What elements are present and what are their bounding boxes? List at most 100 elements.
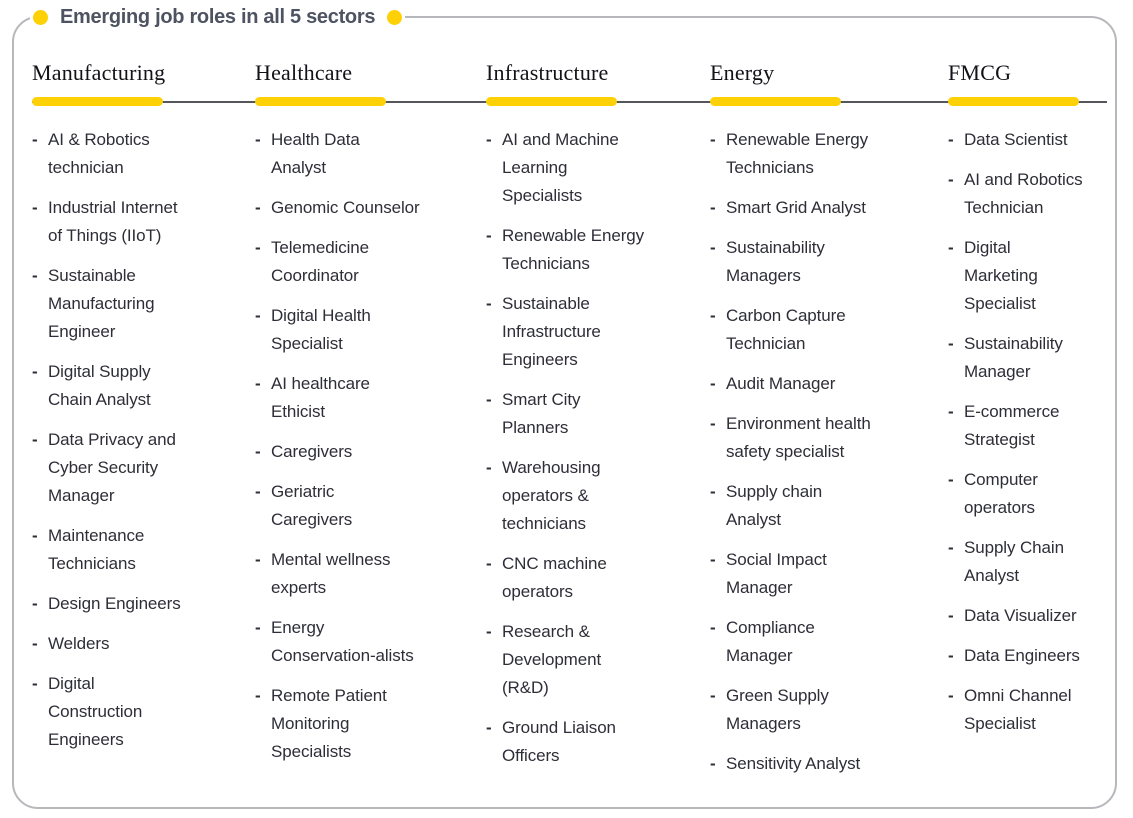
sector-column-energy: - Renewable Energy Technicians - Smart Grid… (710, 126, 948, 790)
dash-bullet-icon: - (32, 526, 38, 545)
sector-header-energy: Energy (710, 60, 948, 112)
role-label: Social Impact Manager (726, 550, 827, 597)
dash-bullet-icon: - (32, 594, 38, 613)
role-item: - Social Impact Manager (710, 546, 948, 602)
role-label: Renewable Energy Technicians (502, 226, 645, 273)
role-label: Telemedicine Coordinator (271, 238, 370, 285)
role-item: - Data Visualizer (948, 602, 1113, 630)
sector-header-label: Energy (710, 60, 775, 85)
sector-header-fmcg: FMCG (948, 60, 1115, 112)
yellow-underline-bar (948, 97, 1079, 106)
sector-header-healthcare: Healthcare (255, 60, 486, 112)
dash-bullet-icon: - (948, 606, 954, 625)
dash-bullet-icon: - (32, 362, 38, 381)
sector-column-healthcare: - Health Data Analyst - Genomic Counselor - T… (255, 126, 486, 778)
yellow-dot-right-icon (387, 9, 403, 25)
dash-bullet-icon: - (710, 550, 716, 569)
role-label: Data Privacy and Cyber Security Manager (48, 430, 176, 505)
role-label: Environment health safety specialist (726, 414, 871, 461)
dash-bullet-icon: - (255, 374, 261, 393)
dash-bullet-icon: - (486, 130, 492, 149)
role-label: Sustainability Managers (726, 238, 825, 285)
role-label: Supply Chain Analyst (964, 538, 1064, 585)
role-item: - AI healthcare Ethicist (255, 370, 486, 426)
role-label: AI & Robotics technician (48, 130, 150, 177)
sector-header-label: Manufacturing (32, 60, 166, 85)
role-item: - Design Engineers (32, 590, 255, 618)
role-label: Sustainable Infrastructure Engineers (502, 294, 601, 369)
sector-header-manufacturing: Manufacturing (32, 60, 255, 112)
role-item: - Green Supply Managers (710, 682, 948, 738)
sector-header-label: Infrastructure (486, 60, 609, 85)
dash-bullet-icon: - (32, 198, 38, 217)
role-item: - Data Engineers (948, 642, 1113, 670)
role-label: Remote Patient Monitoring Specialists (271, 686, 387, 761)
role-item: - AI and Machine Learning Specialists (486, 126, 710, 210)
dash-bullet-icon: - (32, 634, 38, 653)
role-label: Compliance Manager (726, 618, 815, 665)
role-label: Health Data Analyst (271, 130, 360, 177)
role-label: Omni Channel Specialist (964, 686, 1072, 733)
role-label: Research & Development (R&D) (502, 622, 602, 697)
dash-bullet-icon: - (255, 238, 261, 257)
dash-bullet-icon: - (486, 294, 492, 313)
role-label: Sustainability Manager (964, 334, 1063, 381)
role-item: - Audit Manager (710, 370, 948, 398)
yellow-underline-bar (255, 97, 386, 106)
role-label: Data Engineers (964, 646, 1080, 665)
role-label: Sensitivity Analyst (726, 754, 861, 773)
role-label: AI and Robotics Technician (964, 170, 1083, 217)
dash-bullet-icon: - (486, 226, 492, 245)
role-label: Data Visualizer (964, 606, 1077, 625)
dash-bullet-icon: - (710, 414, 716, 433)
panel-title-text: Emerging job roles in all 5 sectors (60, 5, 376, 28)
role-label: Digital Marketing Specialist (964, 238, 1038, 313)
role-item: - Omni Channel Specialist (948, 682, 1113, 738)
role-label: Smart City Planners (502, 390, 581, 437)
role-item: - Remote Patient Monitoring Specialists (255, 682, 486, 766)
role-item: - Welders (32, 630, 255, 658)
role-item: - Mental wellness experts (255, 546, 486, 602)
dash-bullet-icon: - (948, 130, 954, 149)
sector-header-label: Healthcare (255, 60, 353, 85)
role-label: Carbon Capture Technician (726, 306, 846, 353)
role-label: Geriatric Caregivers (271, 482, 353, 529)
role-label: Digital Construction Engineers (48, 674, 143, 749)
role-label: Smart Grid Analyst (726, 198, 866, 217)
role-item: - Digital Marketing Specialist (948, 234, 1113, 318)
dash-bullet-icon: - (486, 718, 492, 737)
dash-bullet-icon: - (486, 554, 492, 573)
role-label: AI and Machine Learning Specialists (502, 130, 619, 205)
dash-bullet-icon: - (255, 550, 261, 569)
role-item: - Environment health safety specialist (710, 410, 948, 466)
role-label: AI healthcare Ethicist (271, 374, 370, 421)
sector-column-fmcg: - Data Scientist - AI and Robotics Technici… (948, 126, 1113, 750)
role-item: - Sustainability Manager (948, 330, 1113, 386)
role-label: Design Engineers (48, 594, 181, 613)
dash-bullet-icon: - (486, 390, 492, 409)
dash-bullet-icon: - (710, 686, 716, 705)
yellow-dot-left-icon (33, 9, 48, 25)
role-item: - Caregivers (255, 438, 486, 466)
role-item: - Digital Health Specialist (255, 302, 486, 358)
sector-column-manufacturing: - AI & Robotics technician - Industrial Int… (32, 126, 255, 766)
yellow-underline-bar (710, 97, 841, 106)
dash-bullet-icon: - (710, 130, 716, 149)
role-item: - Energy Conservation-alists (255, 614, 486, 670)
role-item: - Sustainability Managers (710, 234, 948, 290)
role-item: - Sustainable Manufacturing Engineer (32, 262, 255, 346)
role-label: Audit Manager (726, 374, 836, 393)
sectors-panel: Emerging job roles in all 5 sectors Manu… (12, 1, 1117, 809)
dash-bullet-icon: - (710, 198, 716, 217)
dash-bullet-icon: - (710, 482, 716, 501)
role-item: - CNC machine operators (486, 550, 710, 606)
dash-bullet-icon: - (948, 170, 954, 189)
panel-title: Emerging job roles in all 5 sectors (30, 1, 406, 33)
dash-bullet-icon: - (32, 430, 38, 449)
dash-bullet-icon: - (948, 686, 954, 705)
dash-bullet-icon: - (710, 618, 716, 637)
role-item: - Telemedicine Coordinator (255, 234, 486, 290)
role-item: - Supply chain Analyst (710, 478, 948, 534)
role-label: Data Scientist (964, 130, 1068, 149)
